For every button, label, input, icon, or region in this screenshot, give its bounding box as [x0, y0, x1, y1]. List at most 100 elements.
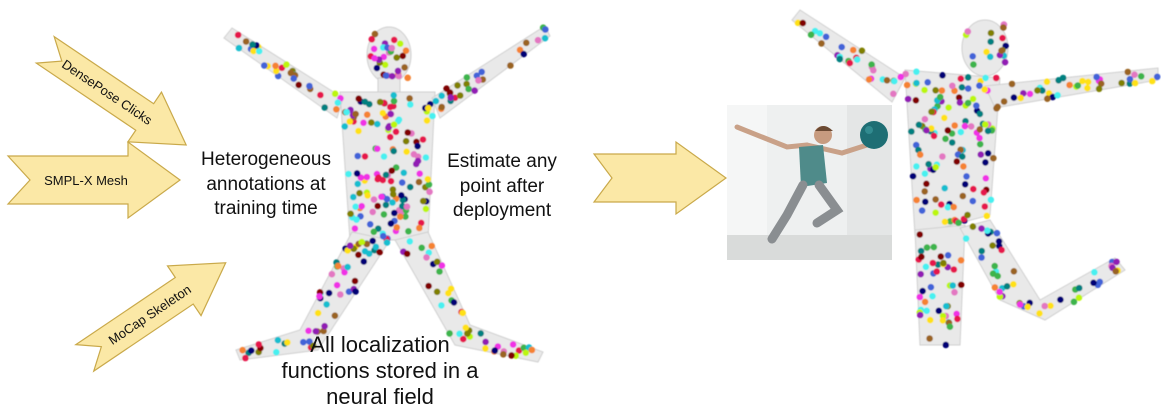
surface-point — [978, 247, 985, 255]
surface-point — [934, 261, 942, 268]
surface-point — [865, 76, 873, 83]
surface-point — [520, 50, 527, 58]
surface-point — [352, 288, 359, 295]
surface-point — [378, 193, 385, 201]
surface-point — [993, 229, 1001, 237]
surface-point — [390, 97, 398, 105]
surface-point — [986, 53, 994, 61]
surface-point — [1039, 87, 1046, 94]
surface-point — [477, 330, 485, 337]
surface-point — [1137, 73, 1145, 80]
surface-point — [355, 127, 362, 135]
surface-point — [438, 302, 445, 309]
surface-point — [417, 219, 425, 227]
surface-point — [358, 238, 366, 246]
surface-point — [976, 126, 984, 133]
surface-point — [361, 98, 369, 106]
surface-point — [355, 95, 363, 102]
surface-point — [936, 93, 944, 101]
surface-point — [950, 203, 957, 211]
surface-point — [925, 160, 932, 168]
surface-point — [364, 192, 371, 199]
surface-point — [969, 53, 976, 60]
surface-point — [234, 31, 242, 39]
surface-point — [964, 85, 972, 92]
surface-point — [369, 208, 377, 216]
surface-point — [991, 262, 998, 270]
surface-point — [426, 188, 433, 196]
surface-point — [1054, 91, 1061, 99]
surface-point — [942, 341, 950, 349]
surface-point — [386, 133, 394, 141]
surface-point — [981, 86, 988, 93]
surface-point — [356, 189, 363, 197]
surface-point — [398, 179, 406, 186]
surface-point — [1008, 80, 1016, 88]
surface-point — [507, 62, 514, 69]
surface-point — [365, 250, 373, 257]
surface-point — [978, 254, 985, 261]
surface-point — [416, 224, 423, 232]
surface-point — [929, 292, 936, 300]
surface-point — [235, 44, 243, 52]
surface-point — [1070, 298, 1078, 306]
surface-point — [391, 209, 398, 217]
surface-point — [343, 108, 350, 116]
surface-point — [331, 90, 339, 98]
surface-point — [370, 196, 378, 203]
surface-point — [354, 152, 362, 160]
surface-point — [916, 293, 924, 301]
surface-point — [447, 94, 455, 101]
surface-point — [542, 26, 549, 33]
surface-point — [309, 342, 317, 350]
surface-point — [858, 47, 866, 55]
surface-point — [982, 159, 989, 166]
surface-point — [425, 181, 433, 188]
surface-point — [849, 46, 857, 54]
surface-point — [389, 199, 396, 206]
surface-point — [902, 70, 909, 78]
surface-point — [465, 85, 472, 93]
surface-point — [951, 87, 958, 95]
surface-point — [351, 225, 359, 232]
surface-point — [799, 19, 807, 27]
surface-point — [395, 72, 403, 80]
surface-point — [370, 45, 378, 53]
body-jump-points — [794, 19, 1161, 349]
neural-field-caption: All localization functions stored in a n… — [281, 332, 479, 409]
surface-point — [976, 134, 983, 142]
surface-point — [405, 228, 412, 235]
surface-point — [374, 175, 382, 183]
surface-point — [404, 74, 412, 82]
surface-point — [394, 67, 402, 75]
surface-point — [358, 202, 366, 210]
surface-point — [1131, 79, 1139, 87]
surface-point — [379, 232, 387, 240]
surface-point — [383, 239, 391, 246]
surface-point — [360, 119, 367, 127]
surface-point — [500, 351, 507, 358]
arrow-smplx: SMPL-X Mesh — [6, 140, 182, 220]
surface-point — [371, 30, 379, 38]
surface-point — [274, 336, 282, 344]
surface-point — [942, 135, 949, 143]
surface-point — [838, 43, 845, 51]
surface-point — [964, 28, 972, 35]
surface-point — [970, 61, 977, 68]
surface-point — [284, 339, 291, 346]
surface-point — [923, 244, 931, 251]
surface-point — [957, 128, 965, 136]
surface-point — [996, 293, 1004, 300]
surface-point — [807, 31, 815, 38]
surface-point — [990, 154, 997, 162]
surface-point — [1003, 283, 1011, 290]
surface-point — [957, 257, 965, 264]
surface-point — [372, 243, 380, 251]
surface-point — [933, 268, 941, 275]
surface-point — [239, 346, 246, 354]
surface-point — [916, 231, 924, 238]
surface-point — [909, 172, 917, 180]
surface-point — [883, 77, 891, 84]
surface-point — [941, 114, 948, 122]
